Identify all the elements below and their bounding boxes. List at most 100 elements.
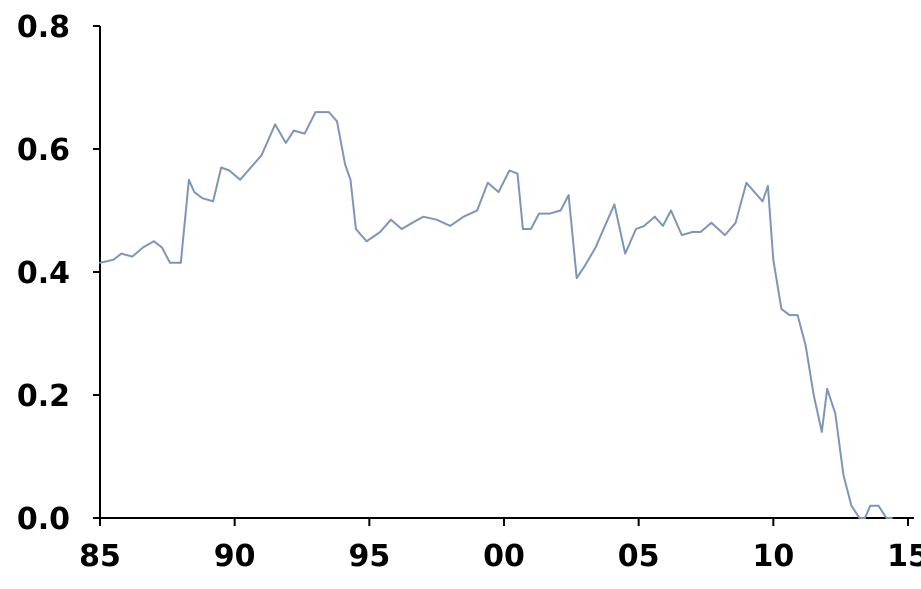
data-point — [349, 179, 352, 181]
data-point — [344, 163, 346, 166]
data-point — [753, 191, 756, 193]
x-tick-label: 85 — [79, 539, 121, 574]
data-point — [390, 218, 392, 221]
data-point — [379, 231, 381, 233]
data-point — [670, 209, 672, 212]
data-point — [691, 231, 694, 233]
data-point — [336, 120, 338, 123]
data-point — [699, 231, 702, 233]
data-point — [681, 234, 683, 236]
data-point — [812, 394, 815, 396]
y-tick-label: 0.8 — [17, 10, 70, 45]
data-point — [303, 132, 306, 135]
data-point — [112, 258, 115, 261]
data-point — [462, 215, 465, 218]
data-point — [99, 262, 101, 264]
x-tick-label: 90 — [214, 539, 256, 574]
data-point — [734, 222, 737, 224]
data-point — [780, 308, 783, 310]
data-point — [328, 111, 330, 113]
y-tick-label: 0.0 — [17, 502, 70, 537]
data-point — [201, 197, 204, 199]
data-point — [804, 345, 807, 347]
data-point — [508, 169, 511, 172]
data-point — [567, 194, 570, 196]
data-point — [584, 265, 586, 267]
data-point — [772, 258, 775, 261]
data-point — [624, 252, 626, 255]
x-tick-label: 15 — [887, 539, 921, 574]
data-point — [153, 240, 155, 243]
data-point — [411, 222, 414, 224]
data-point — [575, 277, 578, 279]
data-point — [314, 111, 317, 113]
data-point — [220, 166, 222, 169]
series-layer — [99, 111, 893, 519]
axes — [93, 25, 914, 526]
data-point — [538, 212, 540, 215]
data-point — [522, 228, 524, 230]
data-point — [877, 504, 880, 507]
data-point — [745, 182, 748, 184]
data-point — [549, 212, 551, 215]
data-point — [497, 191, 500, 193]
data-point — [654, 215, 656, 218]
data-point — [260, 154, 263, 156]
y-tick-label: 0.4 — [17, 256, 70, 291]
data-point — [228, 169, 231, 172]
data-point — [559, 209, 562, 212]
data-point — [193, 191, 196, 193]
data-point — [239, 179, 241, 181]
data-point — [613, 203, 616, 206]
data-point — [662, 225, 664, 227]
data-point — [864, 517, 866, 519]
data-point — [188, 179, 190, 181]
data-point — [724, 234, 726, 236]
data-point — [834, 412, 837, 415]
x-tick-label: 95 — [348, 539, 390, 574]
data-point — [422, 215, 425, 218]
data-point — [530, 228, 532, 230]
data-point — [767, 185, 769, 187]
data-point — [131, 255, 134, 258]
data-point — [643, 225, 645, 227]
y-tick-label: 0.6 — [17, 133, 70, 168]
data-point — [169, 262, 171, 264]
data-point — [449, 225, 451, 227]
data-point — [635, 228, 637, 230]
data-point — [891, 517, 893, 519]
x-tick-label: 10 — [752, 539, 794, 574]
data-point — [761, 200, 764, 203]
data-point — [400, 228, 403, 230]
data-point — [180, 262, 182, 264]
x-tick-label: 05 — [618, 539, 660, 574]
y-tick-labels: 0.0 0.2 0.4 0.6 0.8 — [17, 10, 70, 537]
data-point — [285, 142, 287, 144]
y-tick-label: 0.2 — [17, 379, 70, 414]
data-point — [826, 388, 828, 390]
data-point — [788, 314, 791, 316]
data-point — [212, 200, 214, 203]
x-tick-labels: 85 90 95 00 05 10 15 — [79, 539, 921, 574]
data-point — [476, 209, 478, 212]
data-point — [120, 252, 123, 255]
data-point — [142, 246, 144, 249]
data-point — [161, 246, 163, 249]
data-point — [850, 504, 853, 507]
data-point — [869, 504, 872, 507]
data-point — [487, 182, 489, 184]
series-line — [99, 111, 893, 519]
data-point — [435, 218, 438, 221]
x-tick-label: 00 — [483, 539, 525, 574]
data-point — [365, 240, 368, 243]
data-point — [250, 166, 252, 169]
data-point — [274, 123, 276, 126]
data-point — [710, 222, 713, 224]
data-point — [605, 222, 608, 224]
data-point — [842, 474, 845, 476]
data-point — [516, 172, 519, 175]
data-point — [821, 431, 823, 433]
data-point — [885, 517, 888, 519]
data-point — [355, 228, 357, 230]
